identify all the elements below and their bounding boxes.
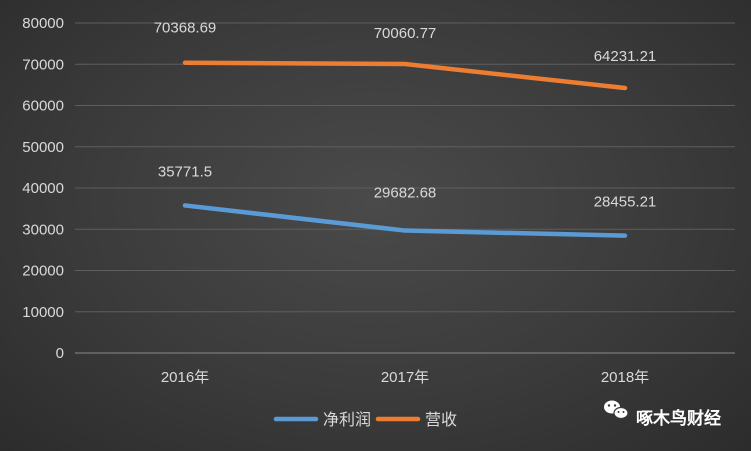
y-tick-label: 20000 (22, 263, 64, 280)
y-tick-label: 80000 (22, 15, 64, 32)
watermark: 啄木鸟财经 (604, 400, 721, 429)
y-tick-label: 40000 (22, 180, 64, 197)
legend: 净利润 营收 (273, 410, 457, 429)
wechat-icon (604, 400, 629, 420)
legend-label: 营收 (425, 410, 457, 429)
watermark-text: 啄木鸟财经 (636, 408, 721, 429)
series-lines (182, 60, 628, 238)
x-tick-label: 2018年 (601, 369, 649, 386)
x-tick-label: 2016年 (161, 369, 209, 386)
data-label: 29682.68 (374, 185, 437, 202)
data-label: 28455.21 (594, 194, 657, 211)
y-tick-label: 70000 (22, 56, 64, 73)
data-label: 35771.5 (158, 163, 212, 180)
data-label: 64231.21 (594, 48, 657, 65)
legend-label: 净利润 (323, 410, 371, 429)
data-label: 70060.77 (374, 25, 437, 42)
data-label: 70368.69 (154, 20, 217, 37)
y-tick-label: 0 (56, 345, 64, 362)
y-tick-label: 60000 (22, 98, 64, 115)
y-tick-label: 10000 (22, 304, 64, 321)
axes: 0 10000 20000 30000 40000 50000 60000 70000 8000… (22, 15, 735, 386)
series-line-net-profit (182, 203, 628, 238)
data-labels: 35771.5 29682.68 28455.21 70368.69 70060.77 6… (154, 20, 657, 211)
y-tick-label: 50000 (22, 139, 64, 156)
x-tick-label: 2017年 (381, 369, 429, 386)
y-tick-label: 30000 (22, 221, 64, 238)
series-line-revenue (182, 60, 628, 91)
